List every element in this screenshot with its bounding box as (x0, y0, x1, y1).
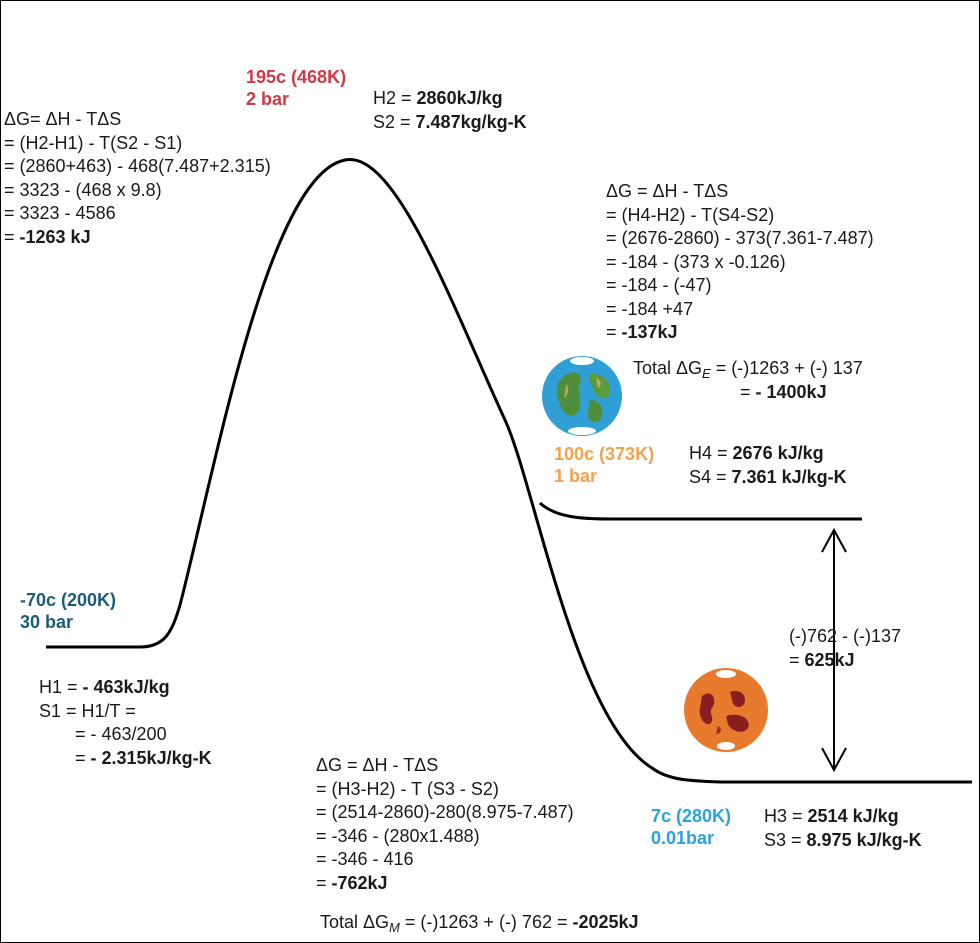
start-state-label: -70c (200K) 30 bar (20, 589, 116, 633)
mars-properties: H3 = 2514 kJ/kg S3 = 8.975 kJ/kg-K (764, 804, 922, 851)
start-temperature: -70c (200K) (20, 590, 117, 610)
calc-mars-line-1: ΔG = ΔH - TΔS (316, 755, 439, 775)
calc-left-line-1: ΔG= ΔH - TΔS (4, 109, 122, 129)
h4-label: H4 = (689, 443, 733, 463)
h1-label: H1 = (39, 677, 83, 697)
mars-temperature: 7c (280K) (651, 806, 732, 826)
h3-value: 2514 kJ/kg (807, 806, 899, 826)
energy-curve-main (46, 158, 972, 784)
difference-result: 625kJ (804, 649, 855, 670)
h2-label: H2 = (373, 88, 417, 108)
calc-earth-line-7-prefix: = (606, 322, 622, 342)
peak-pressure: 2 bar (246, 89, 290, 109)
calc-left-line-4: = 3323 - (468 x 9.8) (4, 179, 162, 200)
calc-earth-line-4: = -184 - (373 x -0.126) (606, 251, 786, 272)
calc-earth-result: -137kJ (621, 322, 678, 342)
calc-earth-line-2: = (H4-H2) - T(S4-S2) (606, 204, 775, 225)
calc-left-line-6-prefix: = (4, 226, 20, 247)
calc-mars-result: -762kJ (331, 872, 388, 893)
s3-value: 8.975 kJ/kg-K (806, 829, 922, 850)
h3-label: H3 = (764, 806, 808, 826)
difference-block: (-)762 - (-)137 = 625kJ (789, 624, 901, 671)
total-mars-expression: = (-)1263 + (-) 762 = (399, 912, 573, 932)
start-pressure: 30 bar (20, 612, 74, 632)
calc-mars-line-2: = (H3-H2) - T (S3 - S2) (316, 778, 499, 799)
s1-label: S1 = H1/T = (39, 700, 136, 721)
calc-mars-line-3: = (2514-2860)-280(8.975-7.487) (316, 802, 574, 822)
total-mars-result: -2025kJ (572, 912, 639, 932)
total-mars-prefix: Total ΔG (320, 912, 390, 932)
mars-planet-icon (684, 668, 768, 752)
calc-earth-line-5: = -184 - (-47) (606, 275, 712, 295)
s4-label: S4 = (689, 466, 732, 487)
calc-left-block: ΔG= ΔH - TΔS = (H2-H1) - T(S2 - S1) = (2… (4, 108, 271, 249)
s1-line-2: = - 463/200 (75, 724, 167, 744)
double-headed-arrow-icon (821, 527, 847, 773)
calc-mars-line-5: = -346 - 416 (316, 849, 414, 869)
difference-prefix: = (789, 649, 805, 670)
h4-value: 2676 kJ/kg (732, 443, 824, 463)
total-earth-expression: = (-)1263 + (-) 137 (710, 358, 863, 378)
energy-curve-earth-branch (538, 501, 862, 521)
calc-mars-line-4: = -346 - (280x1.488) (316, 825, 480, 846)
s2-label: S2 = (373, 111, 416, 132)
calc-earth-block: ΔG = ΔH - TΔS = (H4-H2) - T(S4-S2) = (26… (606, 180, 874, 345)
start-properties: H1 = - 463kJ/kg S1 = H1/T = = - 463/200 … (39, 675, 212, 769)
difference-expression: (-)762 - (-)137 (789, 626, 902, 646)
total-earth-result: - 1400kJ (755, 381, 827, 402)
earth-temperature: 100c (373K) (554, 444, 655, 464)
peak-temperature: 195c (468K) (246, 67, 347, 87)
mars-pressure: 0.01bar (651, 828, 715, 848)
s1-line-3-prefix: = (75, 747, 91, 768)
calc-earth-line-6: = -184 +47 (606, 298, 694, 319)
peak-properties: H2 = 2860kJ/kg S2 = 7.487kg/kg-K (373, 86, 527, 133)
calc-left-line-3: = (2860+463) - 468(7.487+2.315) (4, 156, 271, 176)
earth-pressure: 1 bar (554, 466, 598, 486)
h1-value: - 463kJ/kg (82, 677, 170, 697)
s3-label: S3 = (764, 829, 807, 850)
calc-left-line-2: = (H2-H1) - T(S2 - S1) (4, 132, 183, 153)
earth-planet-icon (542, 356, 622, 436)
mars-state-label: 7c (280K) 0.01bar (651, 805, 731, 849)
total-earth-block: Total ΔGE = (-)1263 + (-) 137 = - 1400kJ (633, 356, 863, 403)
total-earth-line-2-prefix: = (740, 381, 756, 402)
earth-properties: H4 = 2676 kJ/kg S4 = 7.361 kJ/kg-K (689, 441, 847, 488)
s1-value: - 2.315kJ/kg-K (90, 747, 212, 768)
calc-earth-line-1: ΔG = ΔH - TΔS (606, 181, 729, 201)
total-mars-block: Total ΔGM = (-)1263 + (-) 762 = -2025kJ (320, 911, 639, 935)
total-mars-subscript: M (389, 920, 400, 935)
calc-mars-line-6-prefix: = (316, 872, 332, 893)
peak-state-label: 195c (468K) 2 bar (246, 66, 346, 110)
s2-value: 7.487kg/kg-K (415, 111, 527, 132)
s4-value: 7.361 kJ/kg-K (731, 466, 847, 487)
calc-earth-line-3: = (2676-2860) - 373(7.361-7.487) (606, 228, 874, 248)
calc-left-result: -1263 kJ (19, 226, 91, 247)
calc-mars-block: ΔG = ΔH - TΔS = (H3-H2) - T (S3 - S2) = … (316, 754, 574, 895)
earth-state-label: 100c (373K) 1 bar (554, 443, 654, 487)
calc-left-line-5: = 3323 - 4586 (4, 203, 116, 223)
h2-value: 2860kJ/kg (416, 88, 503, 108)
total-earth-subscript: E (702, 366, 711, 381)
total-earth-prefix: Total ΔG (633, 358, 703, 378)
